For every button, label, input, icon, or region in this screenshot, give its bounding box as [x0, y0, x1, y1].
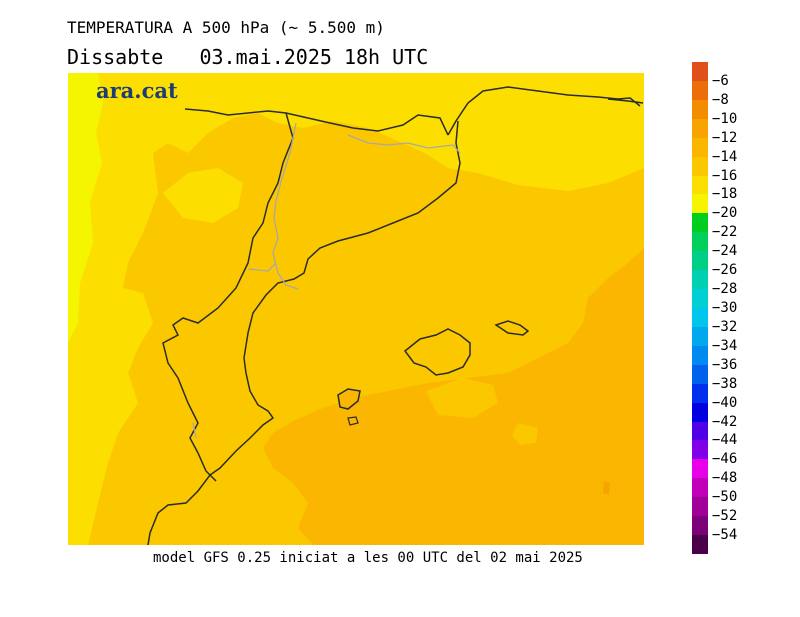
- color-scale-label: −20: [712, 205, 738, 222]
- border-northeast: [607, 98, 644, 104]
- color-scale-label: −30: [712, 300, 738, 316]
- color-scale-segment: [692, 118, 708, 139]
- color-scale-label: −6: [712, 72, 729, 89]
- color-scale-segment: [692, 137, 708, 158]
- color-scale-segment: [692, 326, 708, 347]
- color-scale-label: −10: [712, 110, 738, 127]
- color-scale-label: −22: [712, 224, 738, 241]
- island-formentera: [347, 416, 359, 426]
- color-scale-segment: [692, 516, 708, 536]
- color-scale-label: −48: [712, 470, 738, 487]
- island-eivissa: [337, 388, 361, 410]
- color-scale-label: −8: [712, 91, 729, 108]
- color-scale-label: −54: [712, 527, 738, 544]
- color-scale-label: −34: [712, 337, 738, 354]
- color-scale-segment: [692, 535, 708, 555]
- color-scale-label: −24: [712, 243, 738, 260]
- color-scale-label: −50: [712, 489, 738, 506]
- color-scale-bar: [692, 62, 708, 555]
- color-scale-segment: [692, 232, 708, 252]
- coastline: [147, 86, 641, 545]
- region-border: [192, 122, 461, 439]
- color-scale-label: −40: [712, 394, 738, 411]
- color-scale-segment: [692, 402, 708, 423]
- color-scale-segment: [692, 99, 708, 120]
- color-scale-label: −28: [712, 281, 738, 298]
- brand-logo: ara.cat: [96, 78, 178, 103]
- color-scale-segment: [692, 364, 708, 385]
- island-menorca: [494, 320, 530, 336]
- color-scale-segment: [692, 270, 708, 290]
- chart-title: TEMPERATURA A 500 hPa (~ 5.500 m): [67, 18, 385, 37]
- color-scale-label: −38: [712, 375, 738, 392]
- field-band-16-18: [68, 73, 644, 545]
- color-scale-segment: [692, 251, 708, 271]
- border-north: [184, 108, 449, 136]
- island-mallorca: [403, 328, 471, 376]
- color-scale-label: −36: [712, 356, 738, 373]
- color-scale-label: −14: [712, 148, 738, 165]
- color-scale-label: −12: [712, 129, 738, 146]
- color-scale-segment: [692, 478, 708, 498]
- field-band-18-20: [68, 73, 103, 343]
- color-scale-segment: [692, 497, 708, 517]
- color-scale-segment: [692, 194, 708, 214]
- color-scale-label: −26: [712, 262, 738, 279]
- color-scale-segment: [692, 80, 708, 101]
- color-scale-segment: [692, 440, 708, 460]
- color-scale-label: −32: [712, 318, 738, 335]
- color-scale-segment: [692, 421, 708, 441]
- color-scale-segment: [692, 459, 708, 479]
- color-scale-label: −52: [712, 508, 738, 525]
- coastline-west: [162, 112, 294, 482]
- color-scale-label: −44: [712, 432, 738, 449]
- color-scale-label: −16: [712, 167, 738, 184]
- field-band-14-16-island2: [512, 423, 538, 445]
- color-scale-segment: [692, 62, 708, 82]
- color-scale-label: −18: [712, 186, 738, 203]
- color-scale-segment: [692, 175, 708, 195]
- color-scale-segment: [692, 308, 708, 328]
- field-blob: [603, 481, 610, 495]
- chart-date: Dissabte 03.mai.2025 18h UTC: [67, 45, 429, 69]
- map-canvas: [68, 73, 644, 545]
- color-scale-label: −46: [712, 451, 738, 468]
- color-scale-segment: [692, 289, 708, 309]
- color-scale-segment: [692, 383, 708, 404]
- field-band-14-16-island: [426, 378, 498, 418]
- model-caption: model GFS 0.25 iniciat a les 00 UTC del …: [153, 550, 583, 566]
- color-scale-label: −42: [712, 413, 738, 430]
- color-scale-segment: [692, 156, 708, 177]
- temperature-map: [68, 73, 644, 545]
- color-scale-segment: [692, 213, 708, 233]
- field-band-16-18-patch: [163, 168, 243, 223]
- color-scale-segment: [692, 345, 708, 366]
